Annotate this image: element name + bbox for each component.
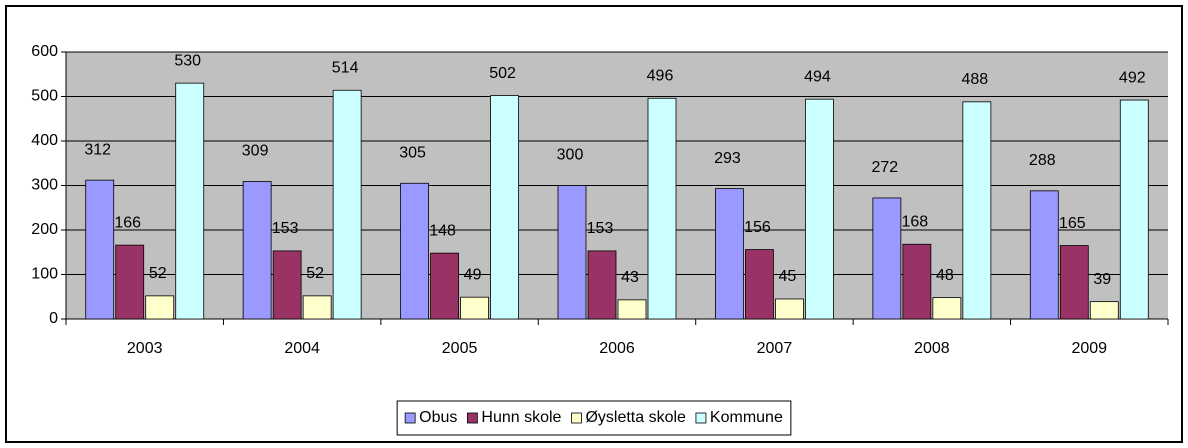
- y-tick-label: 600: [31, 43, 58, 60]
- y-tick-label: 0: [49, 310, 58, 327]
- bar: [1029, 190, 1059, 320]
- bar: [715, 188, 744, 320]
- data-label: 52: [306, 265, 324, 282]
- x-tick-label: 2009: [1071, 340, 1107, 357]
- data-label: 300: [557, 147, 584, 164]
- data-label: 494: [804, 68, 831, 85]
- bar: [460, 296, 489, 320]
- bar: [430, 252, 459, 320]
- data-label: 148: [429, 222, 456, 239]
- data-label: 49: [464, 266, 482, 283]
- legend-label: Kommune: [710, 409, 783, 426]
- bar: [617, 299, 647, 320]
- legend-swatch: [404, 412, 416, 424]
- data-label: 272: [872, 159, 899, 176]
- bar: [332, 89, 362, 320]
- data-label: 305: [399, 144, 426, 161]
- bar: [902, 243, 932, 320]
- data-label: 492: [1119, 69, 1146, 86]
- legend-label: Øysletta skole: [585, 409, 686, 426]
- data-label: 48: [936, 267, 954, 284]
- bar: [1119, 99, 1149, 320]
- x-tick-label: 2003: [127, 340, 163, 357]
- data-label: 530: [174, 52, 201, 69]
- bar: [1089, 301, 1119, 320]
- data-label: 165: [1059, 215, 1086, 232]
- bar: [175, 82, 205, 320]
- data-label: 496: [647, 67, 674, 84]
- bar: [745, 249, 774, 320]
- x-tick-label: 2006: [599, 340, 635, 357]
- bar: [145, 295, 175, 320]
- data-label: 153: [587, 220, 614, 237]
- x-tick-label: 2008: [914, 340, 950, 357]
- bar: [557, 185, 587, 320]
- bar: [115, 244, 145, 320]
- bar: [272, 250, 302, 320]
- legend-swatch: [466, 412, 478, 424]
- legend-swatch: [571, 412, 582, 424]
- y-tick-label: 400: [31, 132, 58, 149]
- data-label: 312: [84, 141, 111, 158]
- x-tick-label: 2007: [757, 340, 793, 357]
- data-label: 166: [114, 214, 141, 231]
- data-label: 156: [744, 219, 771, 236]
- data-label: 514: [332, 59, 359, 76]
- y-tick-label: 500: [31, 88, 58, 105]
- data-label: 45: [779, 268, 797, 285]
- legend-swatch: [695, 412, 707, 424]
- data-label: 502: [489, 65, 516, 82]
- bar: [85, 179, 115, 320]
- data-label: 39: [1093, 271, 1111, 288]
- bar: [775, 298, 804, 320]
- x-tick-label: 2005: [442, 340, 478, 357]
- legend-label: Hunn skole: [481, 409, 561, 426]
- data-label: 293: [714, 150, 741, 167]
- data-label: 309: [242, 143, 269, 160]
- bar: [647, 97, 677, 320]
- data-label: 288: [1029, 152, 1056, 169]
- data-label: 43: [621, 269, 639, 286]
- bar: [242, 181, 272, 320]
- data-label: 168: [902, 213, 929, 230]
- data-label: 153: [272, 220, 299, 237]
- y-tick-label: 300: [31, 177, 58, 194]
- y-tick-label: 100: [31, 266, 58, 283]
- y-tick-label: 200: [31, 221, 58, 238]
- legend-box: [396, 400, 792, 436]
- bar: [1059, 245, 1089, 320]
- data-label: 488: [962, 71, 989, 88]
- bar: [490, 95, 519, 320]
- legend: Obus Hunn skole Øysletta skole Kommune: [396, 400, 792, 436]
- bar: [805, 98, 834, 320]
- data-label: 52: [149, 265, 167, 282]
- bar: [587, 250, 617, 320]
- x-tick-label: 2004: [284, 340, 320, 357]
- bar: [962, 101, 992, 320]
- bar: [400, 182, 429, 320]
- bar: [872, 197, 902, 320]
- bar: [302, 295, 332, 320]
- bar: [932, 297, 962, 320]
- legend-label: Obus: [419, 409, 457, 426]
